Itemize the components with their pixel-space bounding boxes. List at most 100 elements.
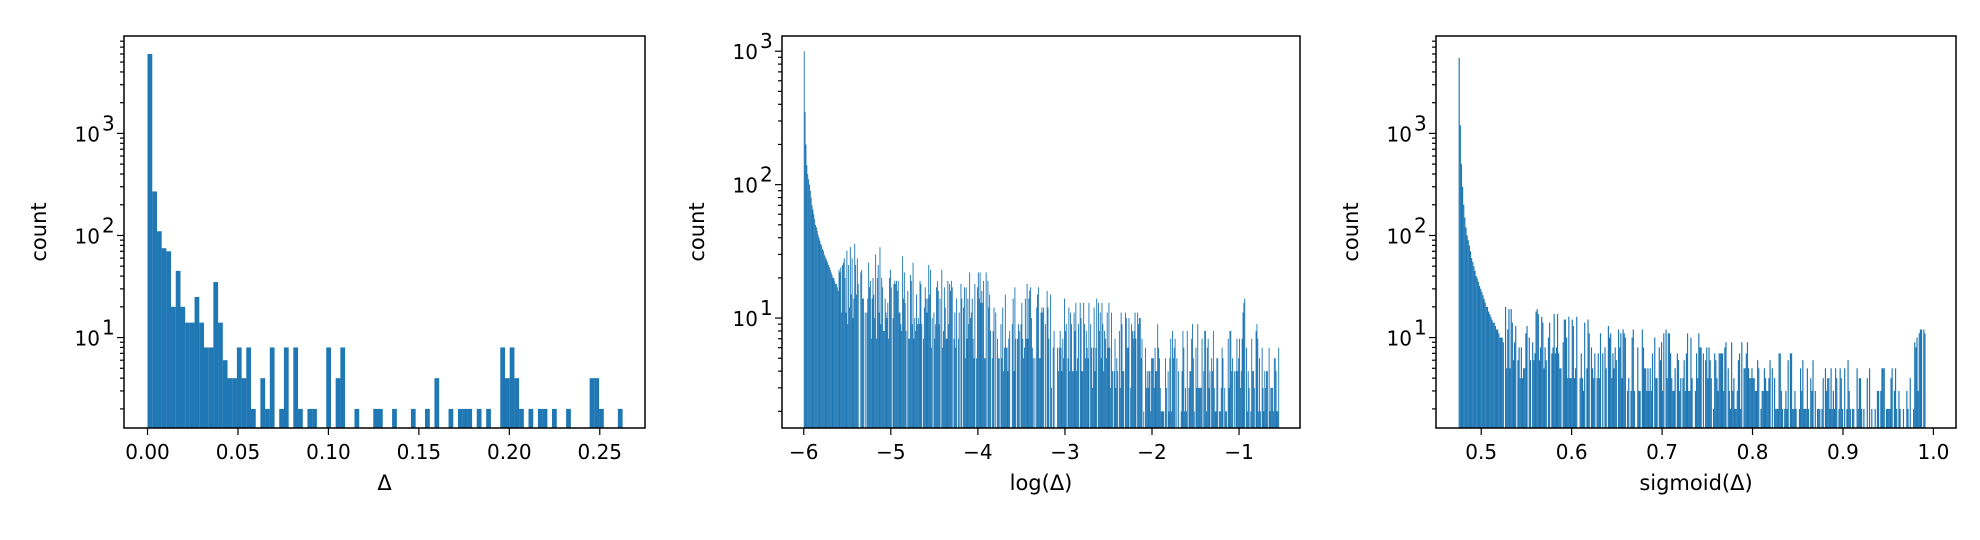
histogram-bar <box>901 331 903 428</box>
histogram-bar <box>1094 371 1096 428</box>
histogram-bar <box>1478 285 1481 428</box>
histogram-bar <box>1147 387 1149 428</box>
histogram-bar <box>1145 387 1147 428</box>
histogram-bar <box>842 262 844 428</box>
histogram-bar <box>1259 358 1260 428</box>
histogram-bar <box>1826 390 1828 428</box>
histogram-bar <box>241 378 247 428</box>
histogram-bar <box>260 378 266 428</box>
histogram-bar <box>1131 324 1133 428</box>
histogram-bar <box>1599 333 1602 428</box>
histogram-bar <box>1258 411 1260 428</box>
histogram-bar <box>1501 337 1503 428</box>
histogram-bar <box>1567 378 1569 428</box>
histogram-bar <box>1057 371 1059 428</box>
histogram-bar <box>326 347 331 428</box>
histogram-bar <box>1840 378 1842 428</box>
histogram-bar <box>815 227 817 428</box>
histogram-bar <box>823 254 825 428</box>
histogram-bar <box>1902 408 1905 428</box>
histogram-bar <box>1207 338 1209 428</box>
histogram-bar <box>1729 408 1732 428</box>
histogram-bar <box>821 245 823 428</box>
histogram-bar <box>1544 347 1546 428</box>
histogram-bar <box>903 298 904 428</box>
histogram-bar <box>1050 294 1052 428</box>
histogram-bar <box>921 324 923 428</box>
histogram-bar <box>1540 347 1542 428</box>
histogram-bar <box>1803 408 1805 428</box>
histogram-bar <box>1239 387 1241 428</box>
histogram-bar <box>1614 347 1616 428</box>
histogram-bar <box>1165 387 1167 428</box>
histogram-bar <box>1508 309 1510 428</box>
histogram-bar <box>1824 368 1827 428</box>
histogram-bar <box>982 302 984 428</box>
histogram-bar <box>1068 307 1070 428</box>
histogram-bar <box>887 302 889 428</box>
histogram-bar <box>1475 276 1477 428</box>
histogram-bar <box>537 408 543 428</box>
y-tick-exponent: 1 <box>1414 316 1427 340</box>
histogram-bar <box>1182 331 1184 428</box>
histogram-bar <box>946 338 948 428</box>
histogram-bar <box>1558 353 1560 428</box>
histogram-bar <box>1642 347 1645 428</box>
histogram-bar <box>1613 368 1615 428</box>
histogram-bar <box>827 262 829 428</box>
histogram-bar <box>1566 337 1568 428</box>
histogram-bar <box>1874 408 1876 428</box>
histogram-bar <box>848 264 850 428</box>
histogram-bar <box>1275 371 1277 428</box>
histogram-bar <box>1074 331 1076 428</box>
histogram-bar <box>985 272 987 428</box>
histogram-bar <box>1196 387 1198 428</box>
histogram-bar <box>1493 322 1495 428</box>
histogram-bar <box>1846 408 1848 428</box>
histogram-bar <box>1732 390 1734 428</box>
histogram-bar <box>1101 302 1103 428</box>
histogram-bar <box>1858 378 1860 428</box>
histogram-bar <box>1482 295 1484 428</box>
histogram-bar <box>807 174 809 428</box>
histogram-bar <box>1104 338 1106 428</box>
histogram-bar <box>1036 307 1038 428</box>
histogram-bar <box>1082 371 1084 428</box>
histogram-bar <box>1780 390 1782 428</box>
histogram-bar <box>1138 324 1139 428</box>
histogram-bar <box>1779 353 1781 428</box>
histogram-bar <box>1086 347 1088 428</box>
histogram-bar <box>425 408 430 428</box>
histogram-bar <box>1145 347 1146 428</box>
histogram-bar <box>1088 302 1090 428</box>
histogram-bar <box>1590 347 1593 428</box>
histogram-bar <box>1833 408 1836 428</box>
histogram-bar <box>966 338 968 428</box>
histogram-bar <box>814 219 816 428</box>
histogram-bar <box>1476 278 1478 428</box>
histogram-bar <box>1562 342 1564 428</box>
histogram-bar <box>1835 368 1837 428</box>
histogram-bar <box>1103 371 1105 428</box>
histogram-bar <box>1038 358 1040 428</box>
histogram-bar <box>208 347 214 428</box>
histogram-bar <box>935 324 937 428</box>
histogram-bar <box>1764 378 1767 428</box>
histogram-bar <box>896 280 897 428</box>
histogram-bar <box>1100 358 1102 428</box>
histogram-bar <box>915 331 917 428</box>
x-tick-label: −3 <box>1050 440 1079 464</box>
histogram-bar <box>939 298 941 428</box>
histogram-bar <box>917 318 919 428</box>
histogram-bar <box>1663 333 1665 428</box>
histogram-bar <box>1176 358 1178 428</box>
x-tick-label: 0.20 <box>487 440 532 464</box>
histogram-bar <box>819 240 821 428</box>
histogram-bar <box>1568 316 1570 428</box>
histogram-bar <box>1121 324 1123 428</box>
histogram-bar <box>1462 186 1464 428</box>
histogram-bar <box>1552 347 1554 428</box>
